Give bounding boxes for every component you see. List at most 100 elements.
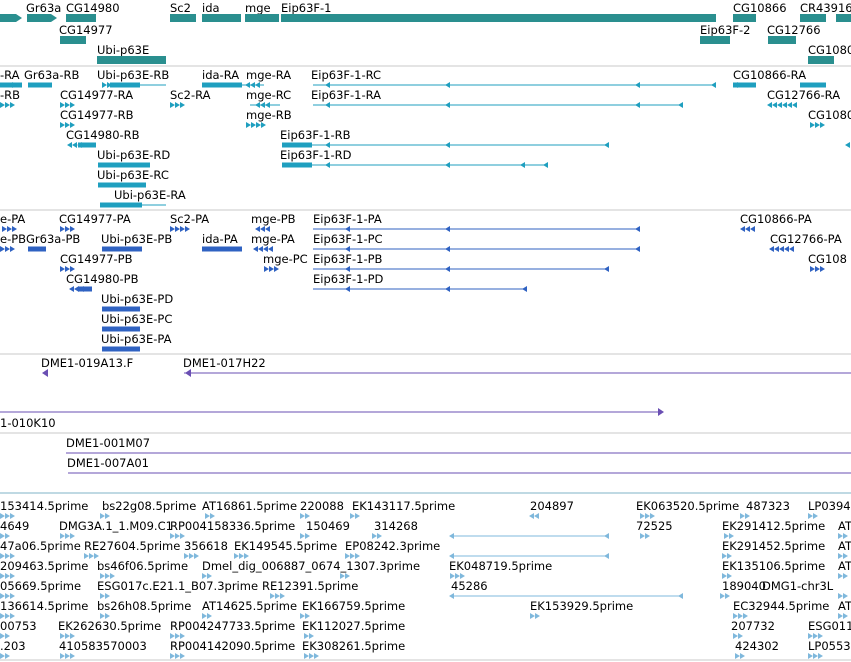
feature-label[interactable]: Eip63F-1-PA [313, 212, 382, 226]
feature-label[interactable]: Ubi-p63E-RC [97, 168, 169, 182]
feature-label[interactable]: DMG1-chr3L [762, 579, 834, 593]
feature-label[interactable]: EK063520.5prime [636, 499, 739, 513]
feature-label[interactable]: 136614.5prime [0, 599, 88, 613]
feature-label[interactable]: .203 [0, 639, 26, 653]
feature-label[interactable]: EK291412.5prime [722, 519, 825, 533]
exon-block[interactable] [98, 162, 150, 168]
feature-label[interactable]: ESG011 [808, 619, 851, 633]
feature-label[interactable]: CG14977-PB [60, 252, 133, 266]
feature-label[interactable]: ESG017c.E21.1_B07.3prime [97, 579, 258, 593]
feature-label[interactable]: 1-010K10 [0, 416, 56, 430]
feature-label[interactable]: ida [202, 1, 220, 15]
feature-label[interactable]: mge-RB [246, 108, 292, 122]
feature-label[interactable]: CG14980 [66, 1, 120, 15]
exon-block[interactable] [245, 14, 279, 22]
exon-block[interactable] [27, 14, 51, 22]
feature-label[interactable]: CG14977-RB [60, 108, 134, 122]
feature-label[interactable]: AT [838, 559, 851, 573]
feature-label[interactable]: CG12766 [767, 23, 821, 37]
exon-block[interactable] [202, 82, 242, 88]
feature-label[interactable]: 487323 [746, 499, 790, 513]
feature-label[interactable]: DMG3A.1_1.M09.C1 [59, 519, 173, 533]
exon-block[interactable] [97, 56, 166, 64]
feature-label[interactable]: CG108 [808, 252, 847, 266]
exon-block[interactable] [282, 142, 312, 148]
feature-label[interactable]: EK308261.5prime [302, 639, 405, 653]
feature-label[interactable]: Eip63F-1-PD [313, 272, 384, 286]
feature-label[interactable]: CG10866 [733, 1, 787, 15]
feature-label[interactable]: EK262630.5prime [58, 619, 161, 633]
feature-label[interactable]: AT [838, 599, 851, 613]
feature-label[interactable]: 4649 [0, 519, 29, 533]
exon-block[interactable] [60, 36, 86, 44]
feature-label[interactable]: DME1-017H22 [183, 356, 266, 370]
exon-block[interactable] [102, 326, 140, 332]
feature-label[interactable]: EK149545.5prime [234, 539, 337, 553]
feature-label[interactable]: e-PB [0, 232, 26, 246]
feature-label[interactable]: Eip63F-1-PC [313, 232, 383, 246]
feature-label[interactable]: ida-RA [202, 68, 239, 82]
feature-label[interactable]: Eip63F-1 [281, 1, 331, 15]
exon-block[interactable] [700, 36, 730, 44]
feature-label[interactable]: CG14977 [59, 23, 113, 37]
feature-label[interactable]: 356618 [184, 539, 228, 553]
exon-block[interactable] [78, 286, 92, 292]
exon-block[interactable] [0, 82, 22, 88]
exon-block[interactable] [768, 36, 796, 44]
feature-label[interactable]: 45286 [451, 579, 488, 593]
feature-label[interactable]: 47a06.5prime [0, 539, 81, 553]
feature-label[interactable]: 207732 [731, 619, 775, 633]
exon-block[interactable] [733, 82, 756, 88]
feature-label[interactable]: 209463.5prime [0, 559, 88, 573]
feature-label[interactable]: Ubi-p63E-PA [101, 332, 172, 346]
feature-label[interactable]: 424302 [735, 639, 779, 653]
feature-label[interactable]: Ubi-p63E-PC [101, 312, 172, 326]
exon-block[interactable] [110, 82, 140, 88]
exon-block[interactable] [102, 306, 140, 312]
exon-block[interactable] [66, 14, 96, 22]
feature-label[interactable]: Eip63F-1-RD [280, 148, 352, 162]
feature-label[interactable]: Eip63F-1-RC [311, 68, 381, 82]
feature-label[interactable]: 150469 [306, 519, 350, 533]
feature-label[interactable]: AT14625.5prime [202, 599, 297, 613]
feature-label[interactable]: EK135106.5prime [722, 559, 825, 573]
exon-block[interactable] [0, 14, 16, 22]
feature-label[interactable]: mge-PB [251, 212, 296, 226]
feature-label[interactable]: mge [245, 1, 271, 15]
exon-block[interactable] [800, 14, 826, 22]
feature-label[interactable]: 204897 [530, 499, 574, 513]
feature-label[interactable]: Gr63a-PB [26, 232, 80, 246]
feature-label[interactable]: CG10866-PA [740, 212, 812, 226]
feature-label[interactable]: 314268 [374, 519, 418, 533]
feature-label[interactable]: AT [838, 539, 851, 553]
exon-block[interactable] [202, 14, 241, 22]
feature-label[interactable]: EK143117.5prime [352, 499, 455, 513]
feature-label[interactable]: 05669.5prime [0, 579, 81, 593]
feature-label[interactable]: Ubi-p63E-PB [101, 232, 172, 246]
feature-label[interactable]: EK112027.5prime [302, 619, 405, 633]
exon-block[interactable] [100, 202, 142, 208]
feature-label[interactable]: Eip63F-1-RB [280, 128, 351, 142]
feature-label[interactable]: RP004247733.5prime [170, 619, 295, 633]
feature-label[interactable]: Eip63F-2 [700, 23, 750, 37]
exon-block[interactable] [733, 14, 756, 22]
feature-label[interactable]: Sc2-PA [170, 212, 209, 226]
feature-label[interactable]: Ubi-p63E-PD [101, 292, 173, 306]
feature-label[interactable]: DME1-007A01 [67, 456, 149, 470]
exon-block[interactable] [98, 182, 146, 188]
feature-label[interactable]: CG10866-RA [733, 68, 806, 82]
exon-block[interactable] [28, 82, 52, 88]
feature-label[interactable]: Eip63F-1-PB [313, 252, 383, 266]
feature-label[interactable]: AT [838, 519, 851, 533]
feature-label[interactable]: CR43916 [800, 1, 851, 15]
feature-label[interactable]: CG14980-PB [66, 272, 139, 286]
feature-label[interactable]: CG14980-RB [66, 128, 140, 142]
feature-label[interactable]: LP0394 [808, 499, 851, 513]
exon-block[interactable] [78, 142, 96, 148]
feature-label[interactable]: 153414.5prime [0, 499, 88, 513]
feature-label[interactable]: CG14977-RA [60, 88, 133, 102]
feature-label[interactable]: Gr63a-RB [24, 68, 79, 82]
feature-label[interactable]: -RA [0, 68, 20, 82]
feature-label[interactable]: LP0553 [808, 639, 851, 653]
feature-label[interactable]: EC32944.5prime [733, 599, 829, 613]
